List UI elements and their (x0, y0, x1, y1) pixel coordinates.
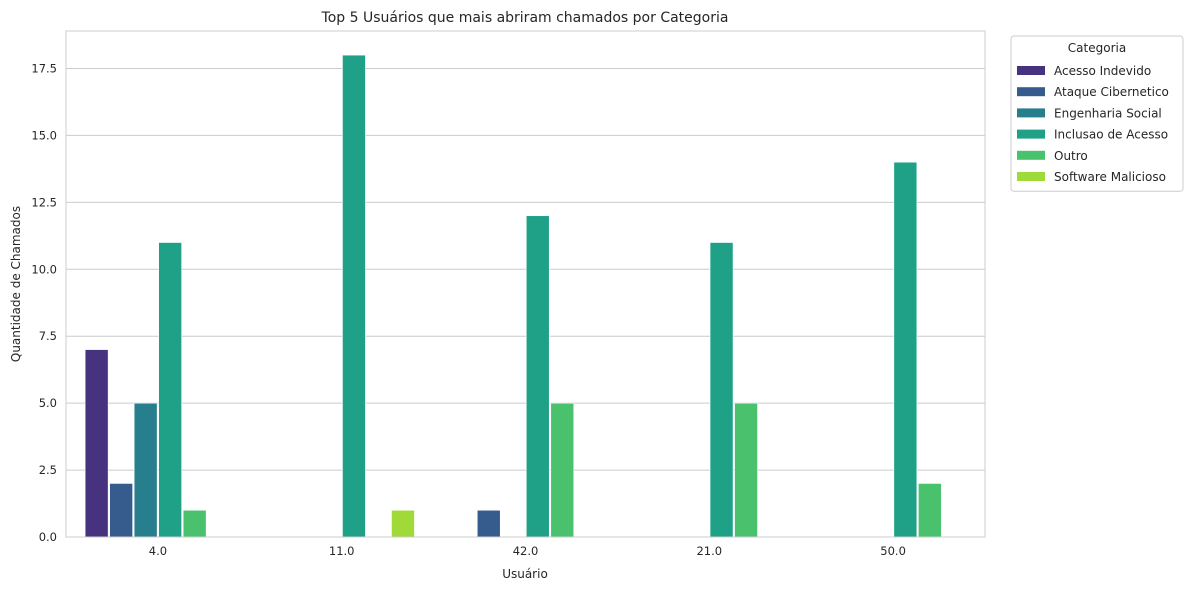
legend-swatch (1017, 129, 1045, 139)
y-tick-label: 10.0 (31, 262, 57, 276)
legend-label: Engenharia Social (1054, 106, 1162, 120)
bar (342, 54, 366, 538)
legend-label: Ataque Cibernetico (1054, 85, 1169, 99)
bar (84, 349, 109, 538)
bar (734, 402, 758, 538)
y-tick-label: 5.0 (39, 396, 57, 410)
legend-swatch (1017, 66, 1045, 75)
x-tick-label: 21.0 (696, 544, 722, 558)
legend-title: Categoria (1068, 41, 1126, 55)
legend-swatch (1017, 87, 1045, 97)
legend-swatch (1017, 172, 1045, 181)
chart-title: Top 5 Usuários que mais abriram chamados… (321, 10, 729, 26)
legend-swatch (1017, 108, 1045, 118)
bar (109, 483, 133, 538)
bar (133, 402, 158, 538)
x-tick-label: 42.0 (513, 544, 539, 558)
bar (918, 483, 942, 538)
bar (893, 161, 918, 538)
bar (550, 402, 575, 538)
legend-frame (1010, 35, 1184, 192)
x-tick-label: 11.0 (329, 544, 355, 558)
x-tick-label: 50.0 (880, 544, 906, 558)
x-axis-label: Usuário (502, 567, 548, 581)
legend: Categoria Acesso Indevido Ataque Ciberneti… (1010, 35, 1184, 192)
legend-label: Acesso Indevido (1054, 64, 1151, 78)
y-tick-label: 17.5 (31, 61, 57, 75)
bar (158, 242, 182, 538)
axes-layer: 0.0 2.5 5.0 7.5 10.0 12.5 15.0 17.5 4.0 11.0 42.0 2… (31, 30, 986, 558)
x-tick-label: 4.0 (149, 544, 167, 558)
bar (182, 509, 207, 538)
y-axis-label: Quantidade de Chamados (9, 206, 23, 362)
grid-layer (66, 67, 985, 538)
bar (476, 509, 501, 538)
plot-frame (65, 30, 986, 538)
y-tick-label: 2.5 (39, 463, 57, 477)
bar (709, 242, 734, 538)
y-tick-label: 15.0 (31, 128, 57, 142)
y-tick-label: 7.5 (39, 329, 57, 343)
legend-label: Software Malicioso (1054, 170, 1166, 184)
bars-layer (84, 54, 942, 538)
bar (525, 215, 550, 538)
bar (391, 509, 415, 538)
y-tick-label: 0.0 (39, 530, 57, 544)
legend-label: Inclusao de Acesso (1054, 128, 1168, 142)
legend-swatch (1017, 150, 1045, 160)
y-tick-label: 12.5 (31, 195, 57, 209)
legend-label: Outro (1054, 149, 1088, 163)
